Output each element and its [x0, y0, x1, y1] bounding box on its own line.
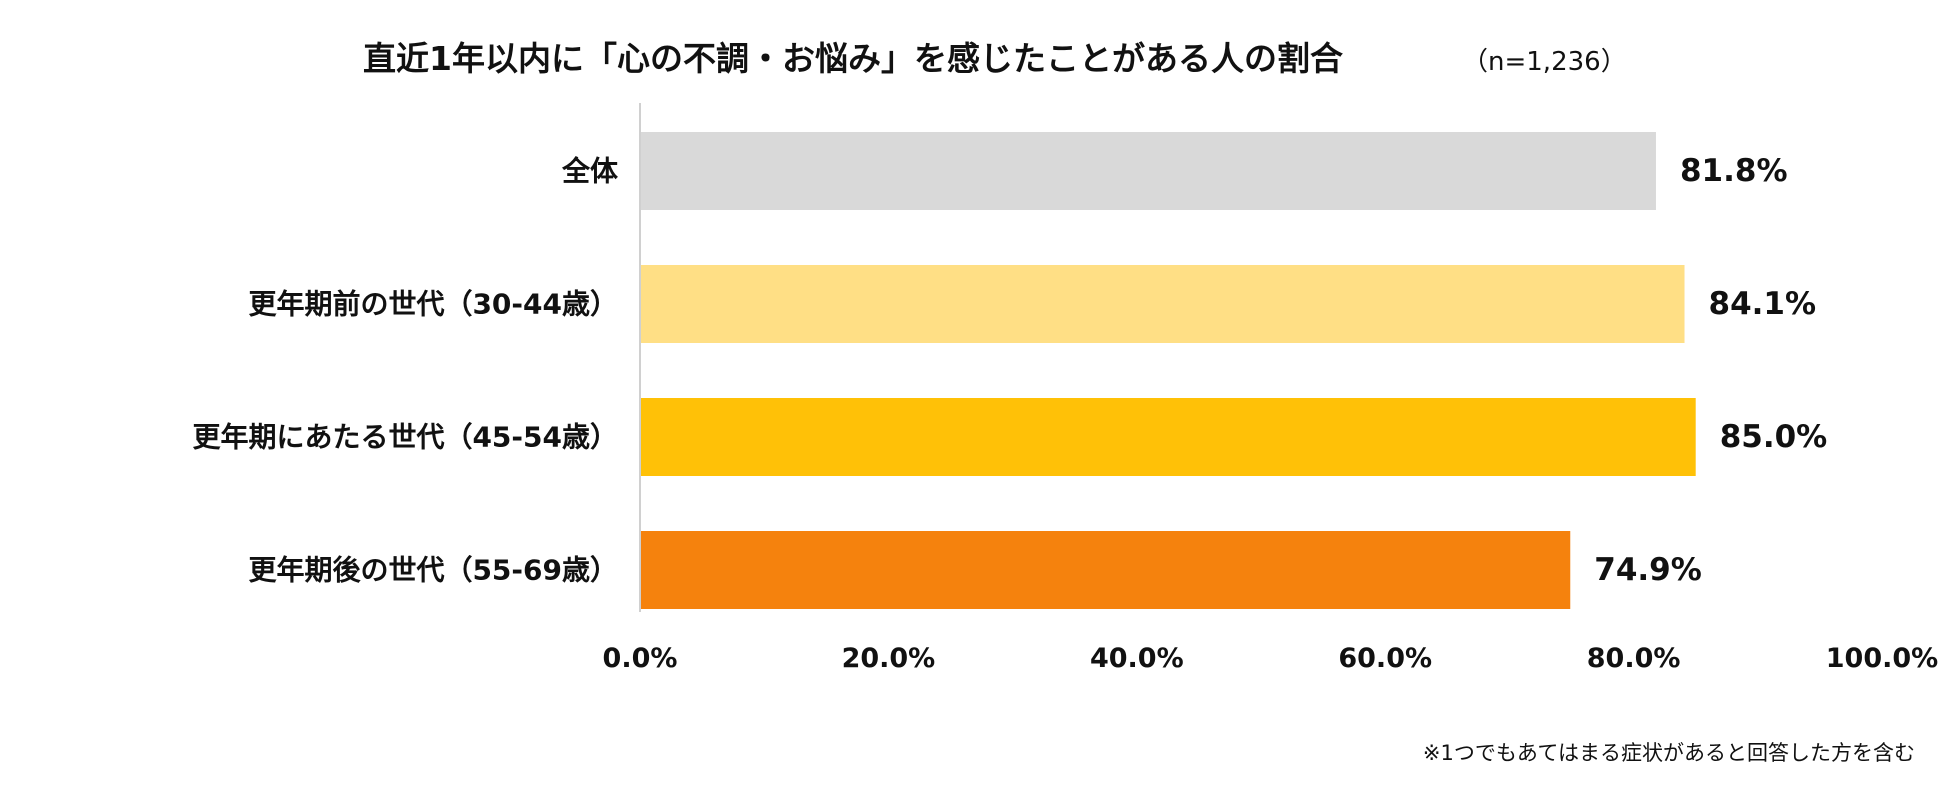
chart-note: ※1つでもあてはまる症状があると回答した方を含む: [1423, 741, 1915, 765]
x-tick-label-3: 60.0%: [1338, 643, 1432, 674]
category-label-0: 全体: [561, 155, 619, 188]
bar-3: [640, 531, 1571, 609]
bar-2: [640, 398, 1696, 476]
x-tick-label-2: 40.0%: [1090, 643, 1184, 674]
x-axis-tick-labels: 0.0% 20.0% 40.0% 60.0% 80.0% 100.0%: [603, 643, 1939, 674]
category-label-1: 更年期前の世代（30-44歳）: [248, 288, 618, 321]
category-label-2: 更年期にあたる世代（45-54歳）: [192, 421, 618, 454]
x-tick-label-5: 100.0%: [1826, 643, 1938, 674]
value-label-0: 81.8%: [1680, 153, 1788, 189]
chart-title: 直近1年以内に「心の不調・お悩み」を感じたことがある人の割合: [363, 39, 1343, 78]
x-tick-label-4: 80.0%: [1587, 643, 1681, 674]
bar-1: [640, 265, 1685, 343]
value-label-2: 85.0%: [1720, 419, 1828, 455]
value-label-3: 74.9%: [1594, 552, 1702, 588]
x-tick-label-1: 20.0%: [842, 643, 936, 674]
value-label-1: 84.1%: [1709, 286, 1817, 322]
value-labels: 81.8% 84.1% 85.0% 74.9%: [1594, 153, 1827, 588]
bar-0: [640, 132, 1656, 210]
category-label-3: 更年期後の世代（55-69歳）: [248, 554, 618, 587]
chart-subtitle: （n=1,236）: [1462, 47, 1627, 77]
bars-layer: [640, 132, 1696, 609]
x-tick-label-0: 0.0%: [603, 643, 678, 674]
